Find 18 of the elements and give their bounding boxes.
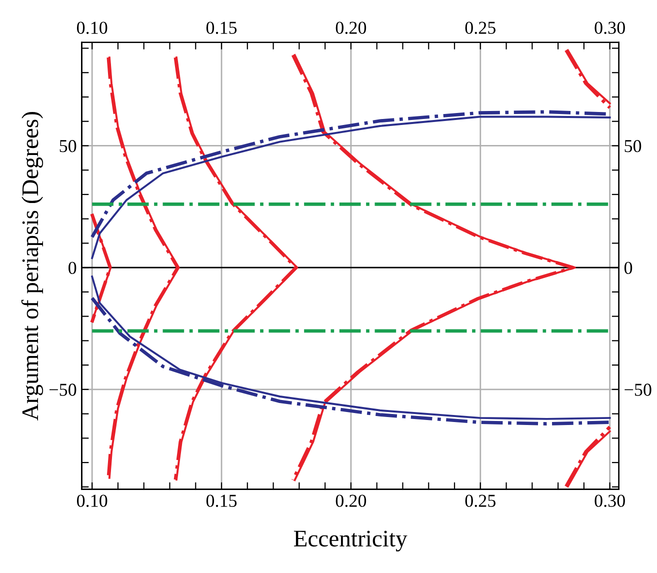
x-tick-label: 0.10 [76,494,108,507]
y2-tick-label: 0 [624,262,632,274]
x-tick-label: 0.20 [336,494,366,507]
x2-tick-label: 0.15 [206,22,237,34]
y-tick-label: 0 [68,262,76,274]
y2-tick-label: −50 [624,384,652,396]
x-axis-title: Eccentricity [294,530,408,552]
x-tick-label: 0.15 [206,494,237,507]
x2-tick-label: 0.30 [594,22,625,34]
y2-tick-label: 50 [624,140,642,152]
x2-tick-label: 0.25 [465,22,496,34]
y-tick-label: −50 [50,384,76,396]
x2-tick-label: 0.10 [76,22,108,34]
y-tick-label: 50 [60,140,76,152]
x2-tick-label: 0.20 [336,22,366,34]
y-axis-title: Argument of periapsis (Degrees) [21,112,44,420]
x-tick-label: 0.30 [594,494,625,507]
x-tick-label: 0.25 [465,494,496,507]
